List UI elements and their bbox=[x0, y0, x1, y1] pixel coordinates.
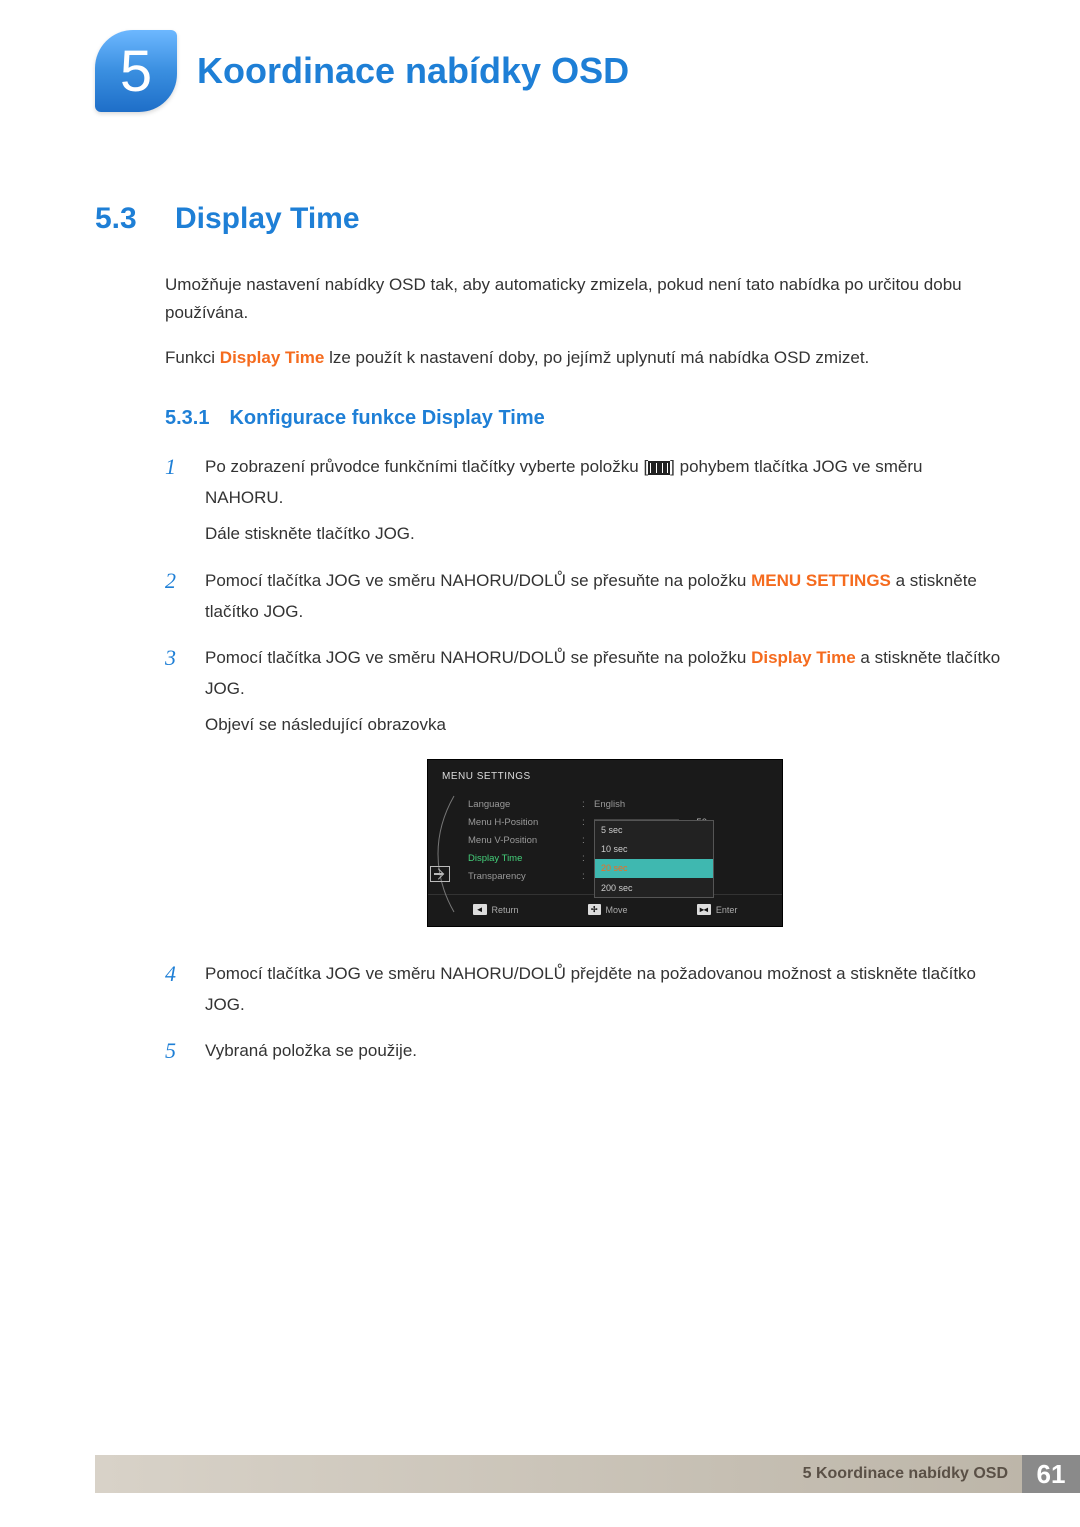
osd-body: Language:EnglishMenu H-Position:50Menu V… bbox=[428, 792, 782, 894]
step-list: 1Po zobrazení průvodce funkčními tlačítk… bbox=[165, 452, 1005, 1073]
osd-colon: : bbox=[582, 850, 588, 868]
step-number: 3 bbox=[165, 643, 183, 949]
step: 3Pomocí tlačítka JOG ve směru NAHORU/DOL… bbox=[165, 643, 1005, 949]
osd-colon: : bbox=[582, 814, 588, 832]
section-title: Display Time bbox=[175, 202, 360, 236]
step: 2 Pomocí tlačítka JOG ve směru NAHORU/DOL… bbox=[165, 566, 1005, 633]
footer-page-number: 61 bbox=[1022, 1455, 1080, 1493]
osd-colon: : bbox=[582, 832, 588, 850]
step-number: 1 bbox=[165, 452, 183, 556]
emphasized-term: MENU SETTINGS bbox=[751, 571, 891, 590]
menu-icon bbox=[648, 461, 670, 475]
intro2-prefix: Funkci bbox=[165, 348, 220, 367]
osd-row: Language: English bbox=[468, 796, 774, 814]
key-icon: ◄ bbox=[473, 904, 487, 915]
osd-dropdown-option: 10 sec bbox=[595, 840, 713, 859]
chapter-header: 5 Koordinace nabídky OSD bbox=[95, 30, 1005, 112]
subsection-heading: 5.3.1 Konfigurace funkce Display Time bbox=[165, 407, 1005, 430]
osd-header: MENU SETTINGS bbox=[428, 760, 782, 792]
osd-row-label: Menu V-Position bbox=[468, 832, 576, 849]
key-icon: ▸◂ bbox=[697, 904, 711, 915]
emphasized-term: Display Time bbox=[751, 648, 856, 667]
osd-dropdown-option: 200 sec bbox=[595, 878, 713, 897]
chapter-title: Koordinace nabídky OSD bbox=[197, 30, 629, 92]
intro2-emphasis: Display Time bbox=[220, 348, 325, 367]
osd-row-value: 5 sec10 sec20 sec200 sec bbox=[594, 820, 774, 899]
step-text: Vybraná položka se použije. bbox=[205, 1036, 1005, 1073]
osd-nav-arrow-icon bbox=[430, 866, 450, 882]
subsection-title: Konfigurace funkce Display Time bbox=[229, 407, 544, 430]
chapter-number-badge: 5 bbox=[95, 30, 177, 112]
osd-dropdown-option: 5 sec bbox=[595, 821, 713, 840]
osd-curve-decoration bbox=[436, 796, 460, 886]
step-text: Pomocí tlačítka JOG ve směru NAHORU/DOLŮ… bbox=[205, 643, 1005, 949]
intro-paragraph-2: Funkci Display Time lze použít k nastave… bbox=[165, 344, 1005, 372]
osd-row-label: Display Time bbox=[468, 850, 576, 867]
step-number: 2 bbox=[165, 566, 183, 633]
key-icon: ✢ bbox=[588, 904, 601, 915]
section-heading: 5.3 Display Time bbox=[95, 202, 1005, 236]
osd-colon: : bbox=[582, 868, 588, 886]
page-footer: 5 Koordinace nabídky OSD 61 bbox=[95, 1455, 1080, 1493]
step-text: Po zobrazení průvodce funkčními tlačítky… bbox=[205, 452, 1005, 556]
osd-row-label: Transparency bbox=[468, 868, 576, 885]
osd-footer-enter: ▸◂Enter bbox=[697, 902, 738, 918]
step: 5 Vybraná položka se použije. bbox=[165, 1036, 1005, 1073]
osd-value-text: English bbox=[594, 796, 625, 813]
osd-colon: : bbox=[582, 796, 588, 814]
step-extra-text: Objeví se následující obrazovka bbox=[205, 710, 1005, 741]
osd-dropdown-option: 20 sec bbox=[595, 859, 713, 878]
step-extra-text: Dále stiskněte tlačítko JOG. bbox=[205, 519, 1005, 550]
subsection-number: 5.3.1 bbox=[165, 407, 209, 430]
step-number: 4 bbox=[165, 959, 183, 1026]
step-number: 5 bbox=[165, 1036, 183, 1073]
osd-menu: Language:EnglishMenu H-Position:50Menu V… bbox=[460, 796, 774, 886]
osd-footer-return: ◄Return bbox=[473, 902, 519, 918]
osd-row-value: English bbox=[594, 796, 774, 813]
osd-row: Display Time:5 sec10 sec20 sec200 sec bbox=[468, 850, 774, 868]
section-number: 5.3 bbox=[95, 202, 150, 236]
osd-footer: ◄Return ✢Move ▸◂Enter bbox=[428, 894, 782, 926]
step-text: Pomocí tlačítka JOG ve směru NAHORU/DOLŮ… bbox=[205, 959, 1005, 1026]
step-text: Pomocí tlačítka JOG ve směru NAHORU/DOLŮ… bbox=[205, 566, 1005, 633]
osd-row-label: Language bbox=[468, 796, 576, 813]
intro-paragraph-1: Umožňuje nastavení nabídky OSD tak, aby … bbox=[165, 271, 1005, 327]
osd-screenshot: MENU SETTINGS Language: English Menu H-Posi… bbox=[427, 759, 783, 927]
step: 1Po zobrazení průvodce funkčními tlačítk… bbox=[165, 452, 1005, 556]
osd-dropdown: 5 sec10 sec20 sec200 sec bbox=[594, 820, 714, 899]
osd-row-label: Menu H-Position bbox=[468, 814, 576, 831]
step: 4 Pomocí tlačítka JOG ve směru NAHORU/DOL… bbox=[165, 959, 1005, 1026]
footer-chapter-label: 5 Koordinace nabídky OSD bbox=[95, 1455, 1022, 1493]
intro2-suffix: lze použít k nastavení doby, po jejímž u… bbox=[324, 348, 869, 367]
osd-footer-move: ✢Move bbox=[588, 902, 628, 918]
